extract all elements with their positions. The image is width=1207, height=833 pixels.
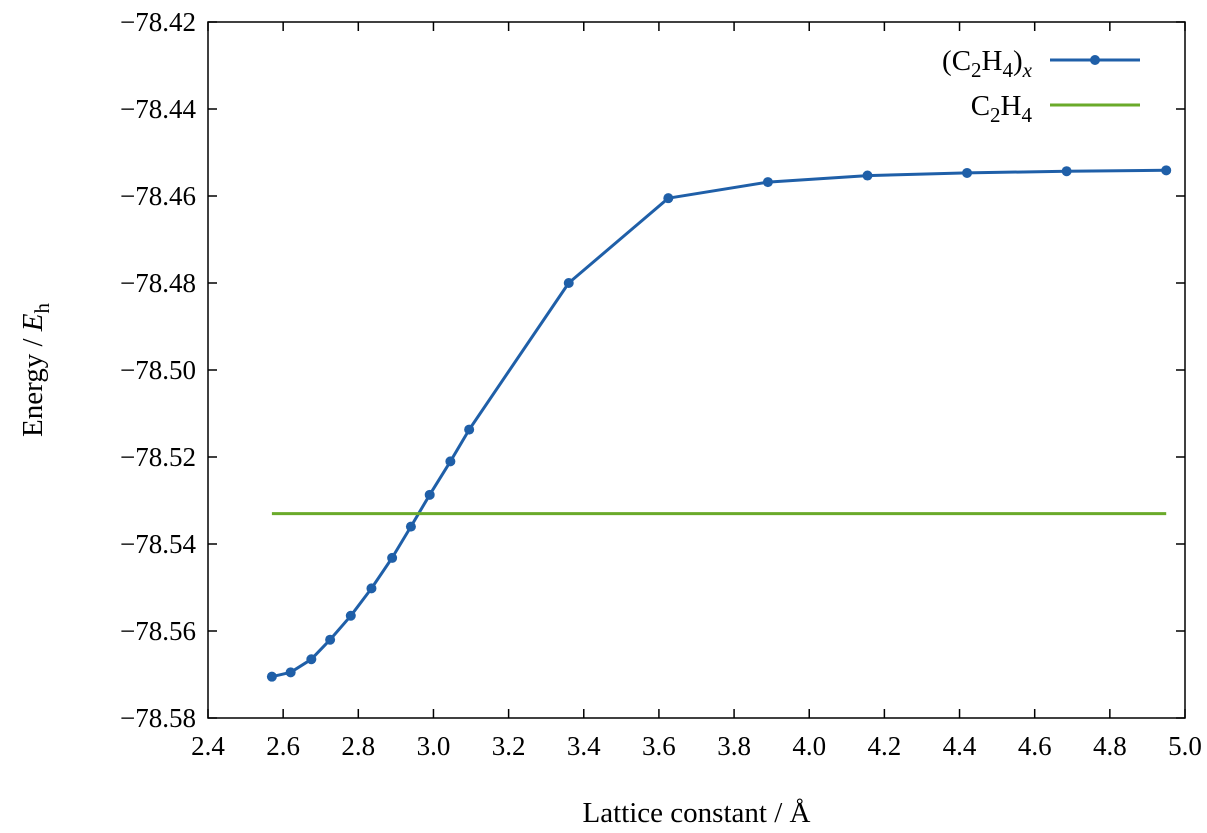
y-tick-label: −78.56 bbox=[120, 616, 196, 646]
data-point bbox=[424, 489, 435, 500]
data-point bbox=[366, 583, 377, 594]
data-point bbox=[285, 667, 296, 678]
x-axis-title: Lattice constant / Å bbox=[583, 797, 811, 829]
x-tick-label: 4.8 bbox=[1093, 731, 1127, 761]
y-tick-label: −78.52 bbox=[120, 442, 196, 472]
x-axis-title-prefix: Lattice constant / bbox=[583, 797, 790, 829]
y-tick-label: −78.46 bbox=[120, 181, 196, 211]
data-point bbox=[663, 193, 674, 204]
y-axis-title-prefix: Energy / bbox=[17, 331, 49, 437]
x-tick-label: 2.6 bbox=[266, 731, 300, 761]
legend-label-polymer: (C2H4)x bbox=[942, 45, 1033, 82]
x-tick-label: 4.6 bbox=[1018, 731, 1052, 761]
y-axis-title: Energy / Eh bbox=[17, 303, 54, 438]
y-tick-label: −78.50 bbox=[120, 355, 196, 385]
legend-marker-polymer bbox=[1090, 55, 1100, 65]
data-point bbox=[345, 610, 356, 621]
data-point bbox=[862, 170, 873, 181]
data-point bbox=[266, 671, 277, 682]
series-line-0 bbox=[271, 168, 1167, 679]
x-tick-label: 3.8 bbox=[717, 731, 751, 761]
x-tick-label: 3.2 bbox=[492, 731, 526, 761]
data-point bbox=[405, 521, 416, 532]
data-point bbox=[962, 167, 973, 178]
x-tick-label: 3.0 bbox=[417, 731, 451, 761]
data-point bbox=[387, 552, 398, 563]
x-axis-title-unit: Å bbox=[790, 797, 811, 829]
y-tick-label: −78.54 bbox=[120, 529, 196, 559]
data-point bbox=[445, 456, 456, 467]
x-axis: 2.4 2.6 2.8 3.0 3.2 3.4 3.6 3.8 4.0 4.2 4.4 4.6 4.8 5… bbox=[191, 22, 1202, 761]
data-point bbox=[1161, 165, 1172, 176]
y-axis-title-symbol: E bbox=[17, 313, 49, 332]
data-point bbox=[563, 278, 574, 288]
data-point bbox=[464, 424, 475, 435]
x-tick-label: 4.2 bbox=[868, 731, 902, 761]
legend-label-monomer: C2H4 bbox=[971, 90, 1033, 127]
data-point bbox=[325, 634, 336, 645]
y-tick-label: −78.48 bbox=[120, 268, 196, 298]
y-tick-label: −78.58 bbox=[120, 703, 196, 733]
x-tick-label: 3.6 bbox=[642, 731, 676, 761]
x-tick-label: 3.4 bbox=[567, 731, 601, 761]
x-tick-label: 5.0 bbox=[1168, 731, 1202, 761]
x-tick-label: 2.4 bbox=[191, 731, 225, 761]
y-tick-label: −78.44 bbox=[120, 94, 196, 124]
series-layer bbox=[266, 165, 1172, 682]
x-tick-label: 4.4 bbox=[943, 731, 977, 761]
data-point bbox=[1061, 166, 1072, 177]
data-point bbox=[762, 177, 773, 188]
x-tick-label: 4.0 bbox=[792, 731, 826, 761]
data-point bbox=[306, 654, 317, 665]
legend: (C2H4)x C2H4 bbox=[942, 45, 1140, 127]
y-axis-title-subscript: h bbox=[30, 303, 54, 314]
y-tick-label: −78.42 bbox=[120, 7, 196, 37]
x-tick-label: 2.8 bbox=[341, 731, 375, 761]
y-axis: −78.42 −78.44 −78.46 −78.48 −78.50 −78.52 −78.… bbox=[120, 7, 1185, 733]
